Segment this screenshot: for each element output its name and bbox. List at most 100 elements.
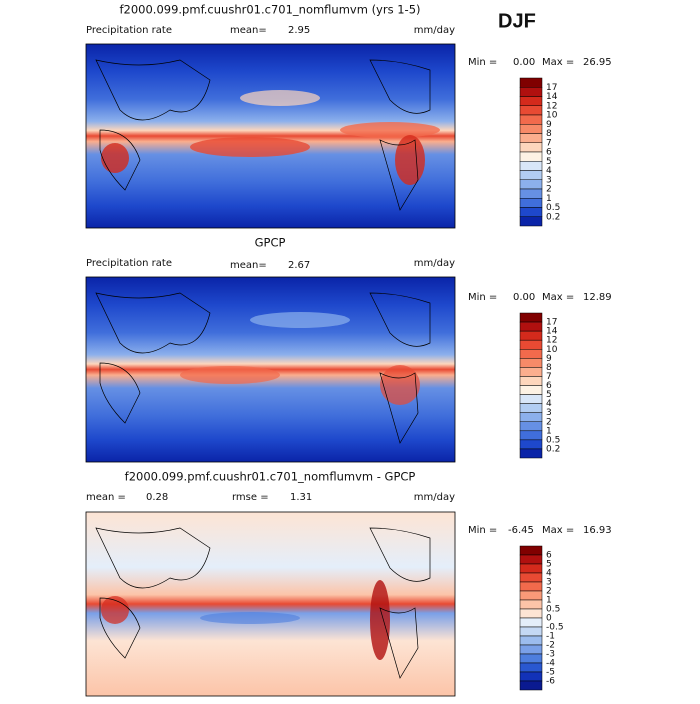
colorbar-box [519, 635, 543, 646]
colorbar-label: 3 [546, 408, 552, 418]
colorbar-label: 2 [546, 417, 552, 427]
max-label: Max = [542, 57, 574, 68]
colorbar-label: 1 [546, 194, 552, 204]
colorbar-label: 7 [546, 138, 552, 148]
colorbar-label: 2 [546, 185, 552, 195]
colorbar-label: 17 [546, 83, 557, 93]
colorbar-label: 1 [546, 426, 552, 436]
colorbar-box [519, 179, 543, 190]
colorbar-label: 3 [546, 578, 552, 588]
colorbar-label: -4 [546, 659, 555, 669]
min-value: 0.00 [513, 57, 535, 68]
colorbar-label: 4 [546, 166, 552, 176]
colorbar-label: 4 [546, 569, 552, 579]
colorbar-label: 6 [546, 551, 552, 561]
colorbar-box [519, 653, 543, 664]
colorbar-box [519, 114, 543, 125]
colorbar-box [519, 188, 543, 199]
left-label: mean = [86, 492, 126, 503]
max-label: Max = [542, 292, 574, 303]
colorbar-label: 6 [546, 381, 552, 391]
map [85, 43, 456, 229]
colorbar-box [519, 412, 543, 422]
colorbar-label: 0.2 [546, 212, 560, 222]
map [85, 511, 456, 697]
colorbar-label: 14 [546, 327, 558, 337]
colorbar-label: 8 [546, 363, 552, 373]
colorbar-box [519, 321, 543, 332]
colorbar-box [519, 358, 543, 368]
panel-title: f2000.099.pmf.cuushr01.c701_nomflumvm (y… [119, 3, 420, 17]
colorbar-box [519, 216, 543, 227]
colorbar-box [519, 77, 543, 88]
colorbar-box [519, 376, 543, 386]
colorbar-box [519, 430, 543, 441]
map [85, 276, 456, 463]
colorbar-label: -1 [546, 632, 555, 642]
colorbar-box [519, 554, 543, 565]
colorbar-box [519, 330, 543, 341]
stat-value: 2.67 [288, 260, 310, 271]
colorbar-label: -5 [546, 668, 555, 678]
colorbar-box [519, 439, 543, 450]
colorbar-label: 3 [546, 175, 552, 185]
colorbar-box [519, 96, 543, 106]
min-label: Min = [468, 292, 497, 303]
stat-label: mean= [230, 260, 267, 271]
colorbar-box [519, 581, 543, 592]
colorbar-label: 4 [546, 399, 552, 409]
colorbar-label: 9 [546, 120, 552, 130]
colorbar-box [519, 105, 543, 116]
colorbar-box [519, 608, 543, 619]
min-label: Min = [468, 525, 497, 536]
colorbar-label: 12 [546, 336, 557, 346]
units: mm/day [414, 25, 455, 36]
colorbar-box [519, 312, 543, 323]
units: mm/day [414, 258, 455, 269]
colorbar-label: 2 [546, 587, 552, 597]
max-label: Max = [542, 525, 574, 536]
colorbar-box [519, 142, 543, 153]
colorbar-box [519, 572, 543, 583]
colorbar-label: 7 [546, 372, 552, 382]
min-value: -6.45 [508, 525, 534, 536]
colorbar-box [519, 680, 543, 691]
colorbar-box [519, 367, 543, 377]
max-value: 26.95 [583, 57, 612, 68]
colorbar-label: 8 [546, 129, 552, 139]
max-value: 12.89 [583, 292, 612, 303]
colorbar-label: 9 [546, 354, 552, 364]
stat-value: 2.95 [288, 25, 310, 36]
stat-value: 1.31 [290, 492, 312, 503]
colorbar-box [519, 403, 543, 413]
colorbar-label: -6 [546, 677, 555, 687]
colorbar-label: 10 [546, 111, 558, 121]
colorbar-box [519, 644, 543, 655]
colorbar-box [519, 198, 543, 208]
colorbar-label: 17 [546, 318, 557, 328]
colorbar-label: 0.5 [546, 203, 560, 213]
min-label: Min = [468, 57, 497, 68]
stat-label: rmse = [232, 492, 269, 503]
left-value: 0.28 [146, 492, 168, 503]
colorbar-box [519, 207, 543, 217]
colorbar-box [519, 545, 543, 556]
colorbar-box [519, 421, 543, 432]
units: mm/day [414, 492, 455, 503]
colorbar-label: 14 [546, 92, 558, 102]
colorbar-box [519, 394, 543, 404]
colorbar-label: -0.5 [546, 623, 564, 633]
colorbar-label: 5 [546, 157, 552, 167]
colorbar-box [519, 590, 543, 601]
colorbar-label: 10 [546, 345, 558, 355]
panel-title: f2000.099.pmf.cuushr01.c701_nomflumvm - … [125, 470, 416, 484]
colorbar-label: 0.2 [546, 444, 560, 454]
colorbar-box [519, 662, 543, 673]
colorbar-box [519, 385, 543, 395]
colorbar-label: 12 [546, 101, 557, 111]
colorbar-box [519, 563, 543, 574]
colorbar-box [519, 626, 543, 637]
colorbar-box [519, 349, 543, 359]
season-label: DJF [498, 10, 536, 32]
